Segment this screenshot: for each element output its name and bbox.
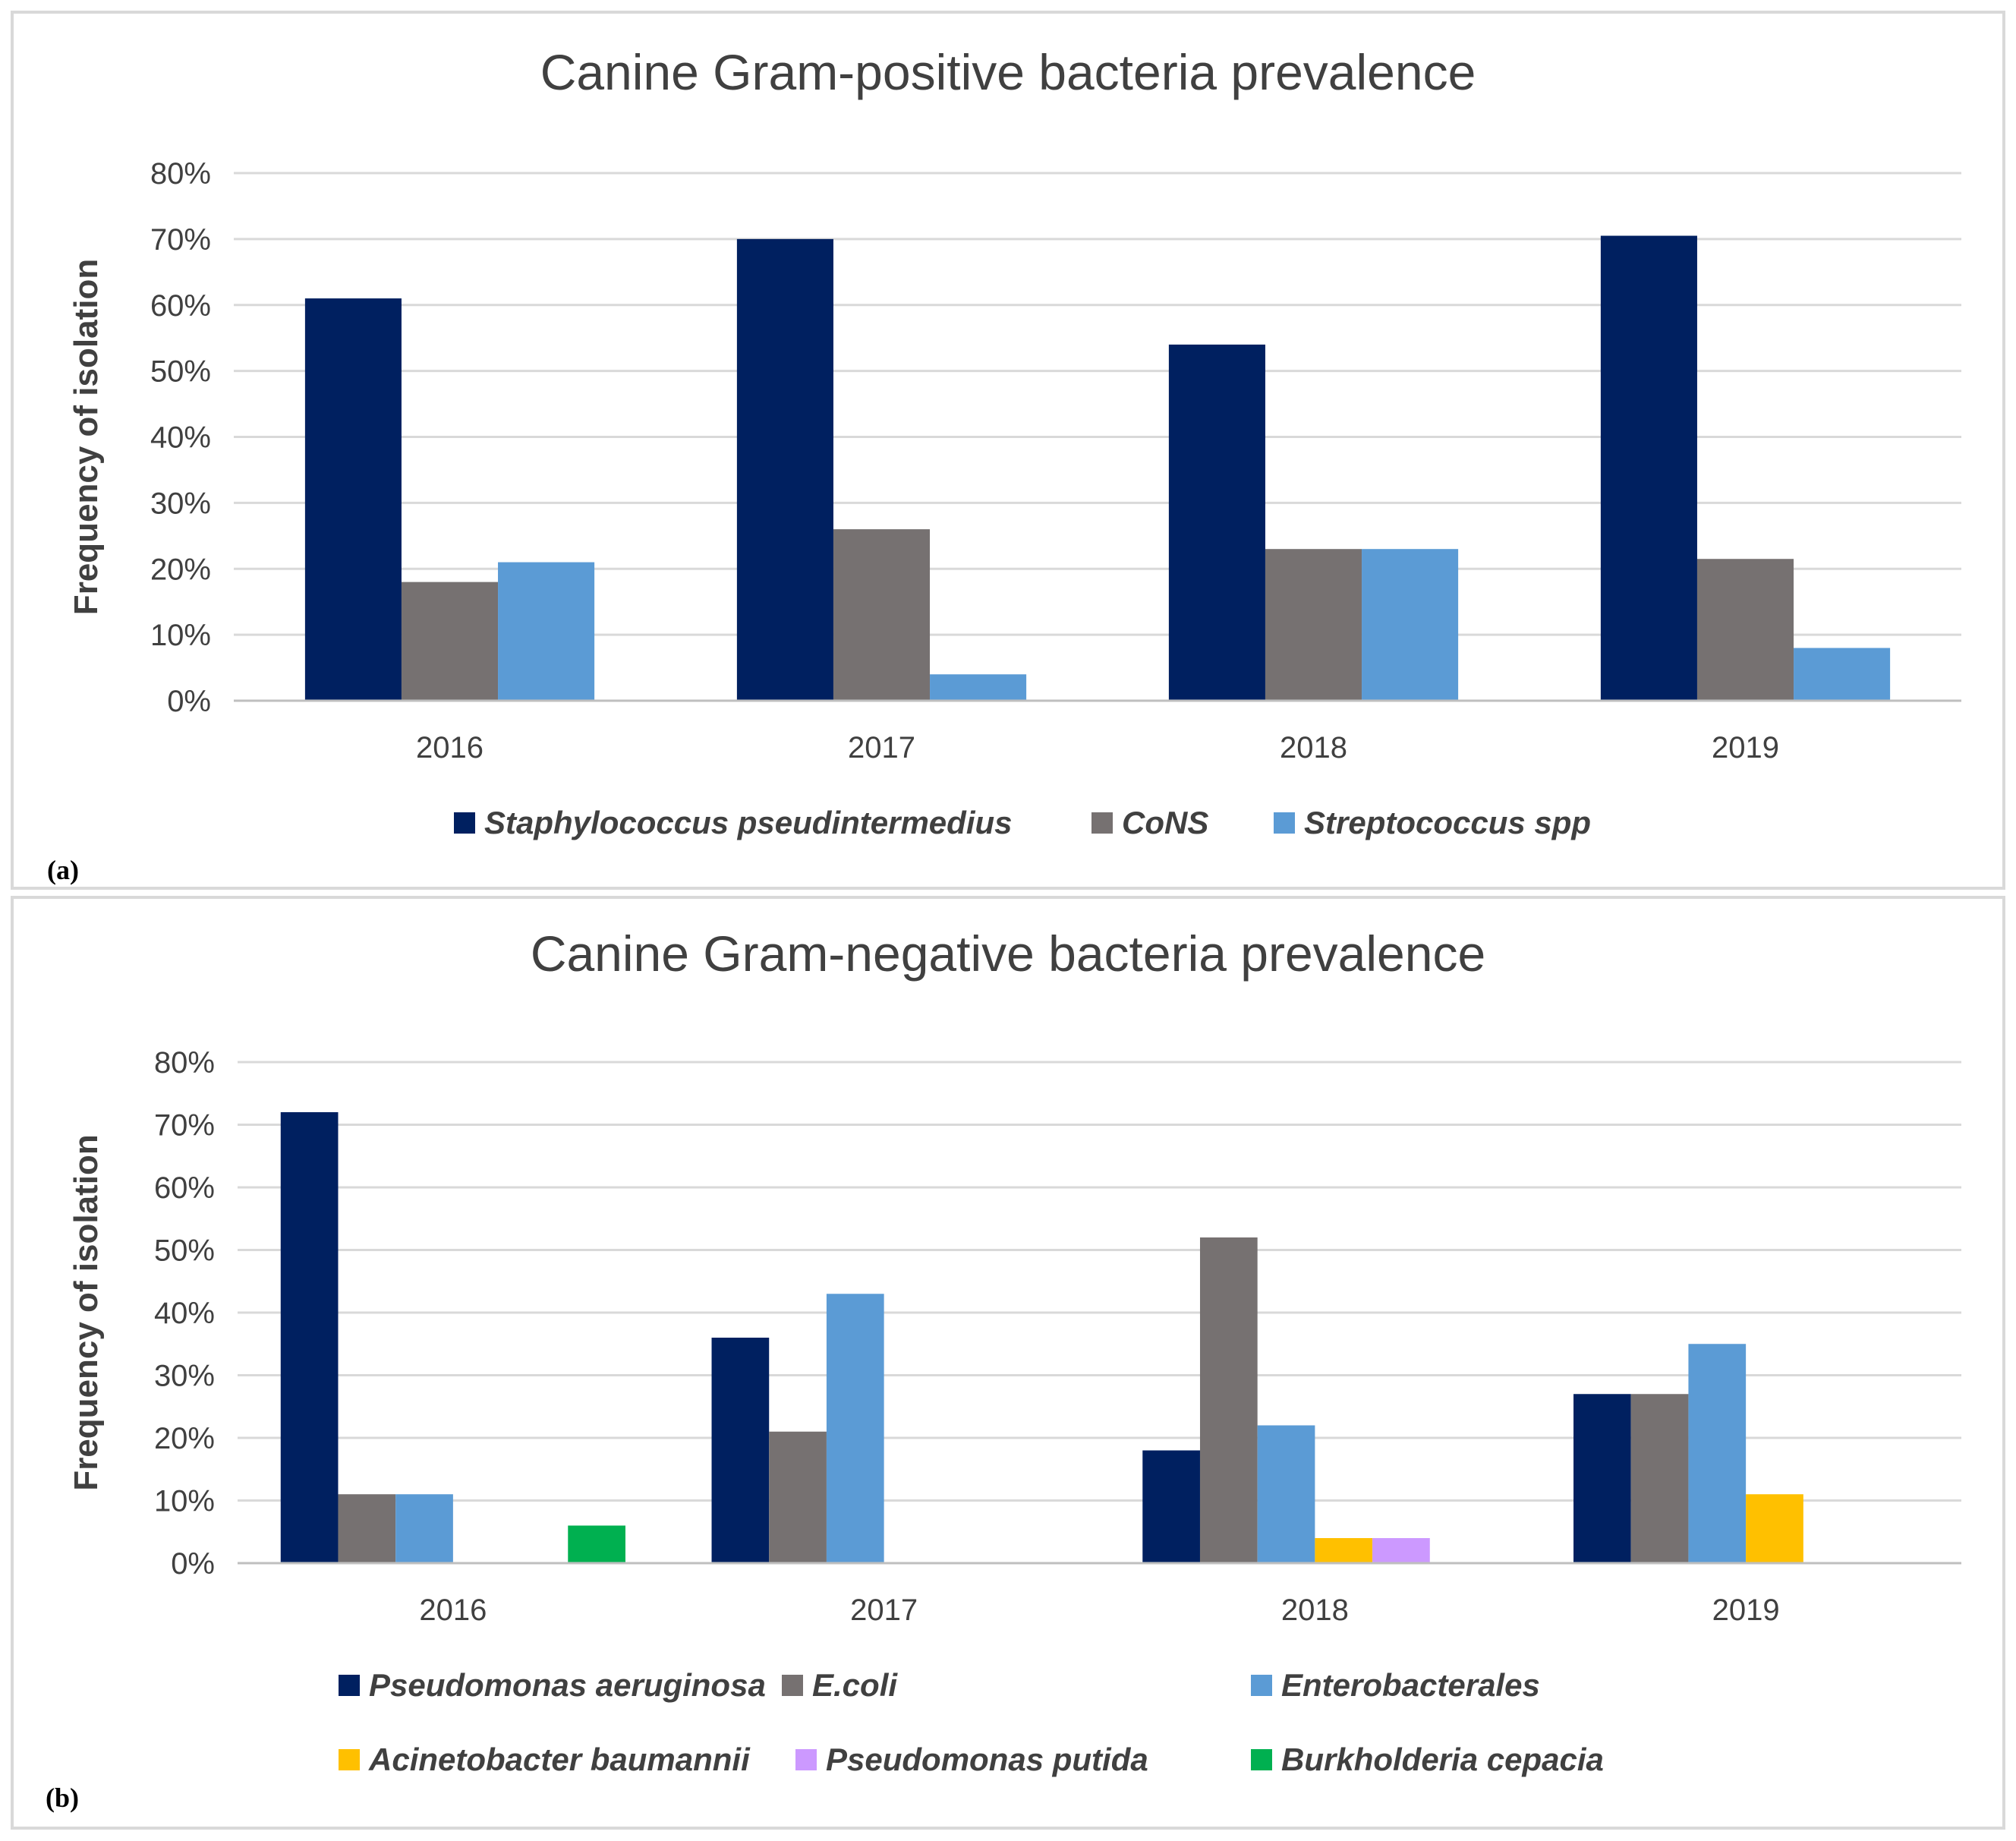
bar — [769, 1431, 827, 1563]
chart-title: Canine Gram-positive bacteria prevalence — [540, 44, 1476, 100]
bar — [1168, 344, 1265, 701]
legend-swatch — [1274, 812, 1295, 834]
bar — [280, 1112, 339, 1563]
bar — [1600, 235, 1697, 701]
bar — [833, 529, 931, 701]
legend-label: Streptococcus spp — [1304, 805, 1591, 840]
x-tick-label: 2017 — [848, 731, 915, 764]
bar — [1696, 559, 1794, 701]
bar — [1688, 1344, 1747, 1563]
bar — [401, 582, 499, 701]
bar — [1315, 1538, 1373, 1563]
y-tick-label: 70% — [154, 1109, 215, 1143]
x-tick-label: 2019 — [1712, 731, 1779, 764]
bar — [1630, 1394, 1689, 1563]
legend-label: Acinetobacter baumannii — [368, 1742, 751, 1777]
legend-label: Staphylococcus pseudintermedius — [484, 805, 1013, 840]
y-tick-label: 60% — [150, 289, 211, 323]
bar — [711, 1338, 770, 1563]
bar — [1362, 549, 1459, 701]
x-tick-label: 2019 — [1712, 1594, 1780, 1627]
bar — [1746, 1494, 1803, 1563]
bar — [736, 238, 833, 701]
legend-label: Pseudomonas aeruginosa — [369, 1667, 766, 1703]
legend-swatch — [782, 1675, 803, 1696]
chart-b-svg: Canine Gram-negative bacteria prevalence… — [46, 925, 1961, 1813]
bar — [1573, 1394, 1631, 1563]
legend-swatch — [1251, 1675, 1272, 1696]
y-tick-label: 30% — [154, 1360, 215, 1393]
chart-panel-a: Canine Gram-positive bacteria prevalence… — [11, 11, 2005, 890]
bar — [1199, 1237, 1258, 1563]
legend-swatch — [339, 1749, 360, 1770]
legend-label: E.coli — [812, 1667, 898, 1703]
panel-label: (a) — [47, 855, 79, 885]
y-tick-label: 40% — [150, 421, 211, 455]
x-tick-label: 2016 — [416, 731, 484, 764]
bar — [395, 1494, 453, 1563]
legend-swatch — [1251, 1749, 1272, 1770]
x-tick-label: 2016 — [419, 1594, 487, 1627]
chart-panel-b: Canine Gram-negative bacteria prevalence… — [11, 896, 2005, 1830]
x-tick-label: 2018 — [1280, 731, 1347, 764]
y-tick-label: 0% — [171, 1547, 215, 1581]
y-tick-label: 10% — [154, 1485, 215, 1518]
y-axis-label: Frequency of isolation — [68, 259, 105, 615]
legend-label: CoNS — [1122, 805, 1208, 840]
y-tick-label: 10% — [150, 619, 211, 652]
bar — [930, 674, 1027, 701]
legend-swatch — [339, 1675, 360, 1696]
x-tick-label: 2018 — [1281, 1594, 1349, 1627]
legend-swatch — [1091, 812, 1113, 834]
chart-title: Canine Gram-negative bacteria prevalence — [531, 925, 1485, 982]
legend-label: Enterobacterales — [1281, 1667, 1540, 1703]
y-tick-label: 20% — [154, 1422, 215, 1455]
bar — [1372, 1538, 1430, 1563]
legend-label: Burkholderia cepacia — [1281, 1742, 1604, 1777]
bar — [826, 1294, 884, 1563]
bar — [568, 1525, 625, 1563]
y-axis-label: Frequency of isolation — [68, 1134, 105, 1490]
bar — [1142, 1450, 1200, 1563]
y-tick-label: 40% — [154, 1297, 215, 1330]
y-tick-label: 50% — [150, 355, 211, 389]
bar — [498, 562, 595, 701]
y-tick-label: 80% — [154, 1046, 215, 1080]
chart-a-svg: Canine Gram-positive bacteria prevalence… — [47, 44, 1961, 885]
legend-swatch — [454, 812, 475, 834]
y-tick-label: 80% — [150, 157, 211, 191]
bar — [1257, 1425, 1315, 1563]
x-tick-label: 2017 — [850, 1594, 918, 1627]
y-tick-label: 30% — [150, 487, 211, 520]
y-tick-label: 70% — [150, 223, 211, 257]
bar — [338, 1494, 396, 1563]
y-tick-label: 0% — [167, 685, 211, 718]
y-tick-label: 20% — [150, 553, 211, 586]
y-tick-label: 50% — [154, 1234, 215, 1268]
bar — [1265, 549, 1362, 701]
legend-label: Pseudomonas putida — [826, 1742, 1148, 1777]
y-tick-label: 60% — [154, 1171, 215, 1205]
panel-label: (b) — [46, 1783, 79, 1813]
bar — [304, 298, 402, 701]
bar — [1794, 648, 1891, 701]
legend-swatch — [795, 1749, 817, 1770]
